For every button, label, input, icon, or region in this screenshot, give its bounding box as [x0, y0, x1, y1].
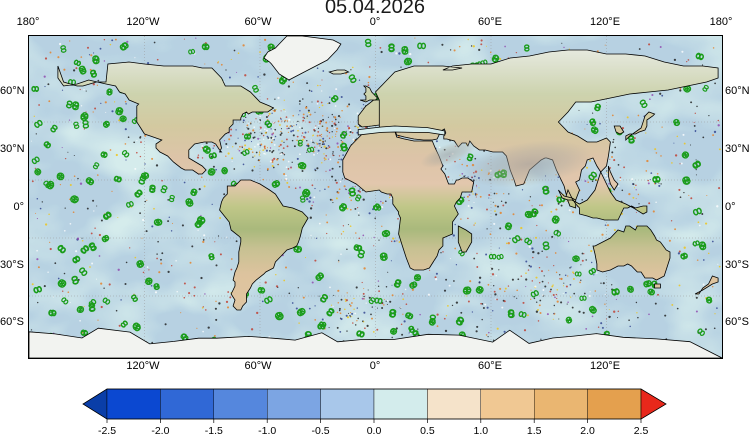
svg-text:2.5: 2.5 [634, 425, 649, 437]
svg-text:-1.5: -1.5 [205, 425, 223, 437]
svg-text:1.0: 1.0 [473, 425, 488, 437]
svg-text:2.0: 2.0 [580, 425, 595, 437]
svg-text:-2.5: -2.5 [98, 425, 116, 437]
svg-text:1.5: 1.5 [527, 425, 542, 437]
svg-text:0.5: 0.5 [420, 425, 435, 437]
svg-text:-0.5: -0.5 [312, 425, 330, 437]
svg-text:-2.0: -2.0 [151, 425, 169, 437]
svg-text:0.0: 0.0 [367, 425, 382, 437]
svg-text:-1.0: -1.0 [258, 425, 276, 437]
